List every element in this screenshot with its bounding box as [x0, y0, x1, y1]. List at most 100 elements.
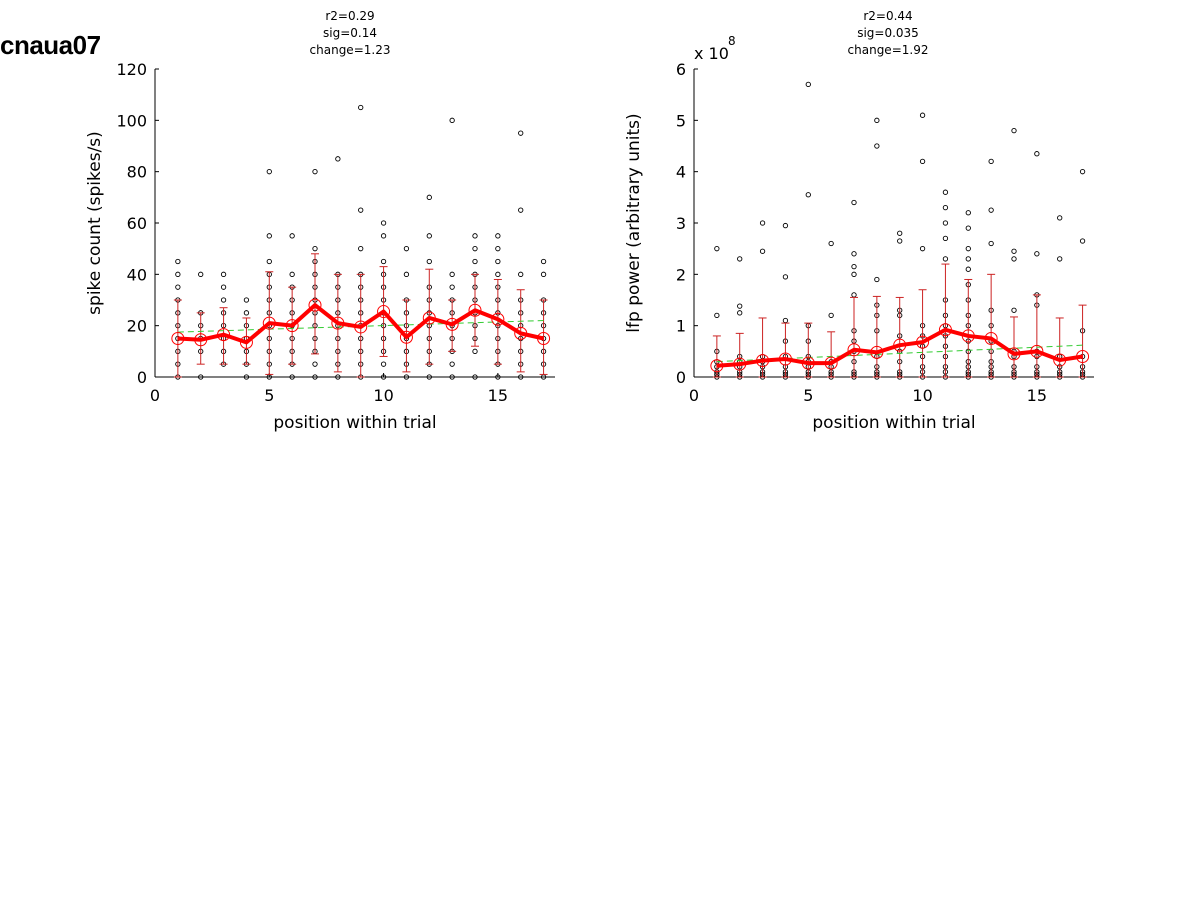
p0-data-point — [289, 374, 295, 380]
p0-y-tick-label: 80 — [127, 163, 147, 182]
p0-data-point — [243, 297, 250, 303]
p0-data-point — [312, 169, 318, 175]
p0-data-point — [495, 258, 501, 265]
p1-data-point — [1011, 127, 1017, 134]
p1-data-point — [942, 235, 949, 242]
p1-data-point — [828, 240, 834, 247]
p0-data-point — [380, 220, 387, 226]
p1-data-point — [942, 204, 949, 211]
p0-data-point — [243, 374, 250, 380]
p0-mean-marker — [354, 320, 368, 334]
p0-data-point — [426, 194, 432, 200]
p0-data-point — [380, 233, 387, 239]
p1-mean-marker — [733, 357, 747, 371]
p1-data-point — [897, 238, 903, 244]
p0-mean-marker — [331, 316, 345, 330]
p0-data-point — [449, 271, 455, 277]
p0-data-point — [198, 271, 204, 277]
p1-data-point — [965, 210, 971, 216]
p1-data-point — [1034, 151, 1040, 157]
chart-panel-spike-count: r2=0.29sig=0.14change=1.2302040608010012… — [85, 9, 555, 433]
p1-mean-marker — [893, 338, 907, 352]
p0-data-point — [495, 271, 501, 277]
p1-data-point — [965, 246, 971, 252]
p0-data-point — [518, 374, 524, 380]
p0-data-point — [403, 374, 410, 380]
p1-data-point — [874, 143, 880, 149]
p0-data-point — [335, 374, 341, 380]
p1-data-point — [782, 222, 789, 229]
p0-mean-marker — [491, 312, 505, 326]
p1-x-tick-label: 5 — [803, 386, 813, 405]
p0-mean-marker — [308, 298, 322, 312]
p0-data-point — [358, 246, 364, 252]
p1-y-tick-label: 4 — [676, 163, 686, 182]
p1-mean-marker — [847, 343, 861, 357]
p0-y-tick-label: 40 — [127, 265, 147, 284]
p1-mean-marker — [824, 356, 838, 370]
p0-y-tick-label: 100 — [116, 111, 147, 130]
p1-exponent-power: 8 — [728, 34, 736, 48]
p1-data-point — [919, 112, 926, 118]
p1-mean-marker — [756, 354, 770, 368]
p0-data-point — [198, 374, 204, 380]
p1-stats-line-0: r2=0.44 — [863, 9, 912, 23]
p0-data-point — [335, 156, 341, 162]
chart-panel-lfp-power: r2=0.44 sig=0.035 change=1.92 0 1 2 3 4 5 6 0 5 10 15… — [624, 9, 1094, 433]
p0-y-tick-label: 120 — [116, 60, 147, 79]
p0-mean-marker — [445, 317, 459, 331]
p1-x-tick-label: 15 — [1027, 386, 1047, 405]
p1-mean-marker — [870, 345, 884, 359]
p1-mean-marker — [1053, 353, 1067, 367]
p1-data-point — [988, 207, 994, 213]
p1-data-point — [942, 189, 949, 195]
p0-data-point — [472, 348, 478, 354]
p0-data-point — [495, 374, 501, 380]
p1-data-point — [988, 158, 994, 165]
p0-data-point — [540, 271, 547, 277]
p1-data-point — [828, 312, 834, 319]
p0-data-point — [472, 233, 478, 239]
p0-data-point — [449, 361, 455, 367]
p0-data-point — [266, 169, 272, 175]
p1-data-point — [714, 246, 720, 252]
p0-data-point — [220, 297, 227, 303]
p1-y-axis-label: lfp power (arbitrary units) — [624, 113, 644, 332]
p1-stats-line-2: change=1.92 — [848, 43, 929, 57]
p0-data-point — [289, 271, 295, 277]
p1-data-point — [805, 192, 811, 198]
p0-mean-marker — [171, 332, 185, 345]
p1-data-point — [919, 158, 926, 165]
p1-mean-marker — [1030, 344, 1044, 358]
p1-data-point — [851, 251, 857, 257]
p0-data-point — [266, 233, 272, 239]
p0-stats-line-2: change=1.23 — [310, 43, 391, 57]
p1-data-point — [965, 225, 971, 231]
p0-data-point — [358, 104, 364, 111]
p1-mean-marker — [1007, 347, 1021, 361]
p0-mean-marker — [514, 326, 528, 340]
p0-data-point — [449, 284, 455, 290]
p0-mean-marker — [377, 305, 391, 319]
p1-data-point — [737, 303, 743, 309]
p1-y-tick-label: 0 — [676, 368, 686, 387]
p1-data-point — [1034, 251, 1040, 257]
p0-data-point — [175, 258, 181, 265]
p1-data-point — [874, 276, 880, 283]
p1-data-point — [1057, 215, 1063, 221]
p0-mean-marker — [262, 316, 276, 330]
p0-data-point — [220, 271, 227, 277]
p1-mean-marker — [1076, 349, 1090, 363]
p0-data-point — [403, 271, 410, 277]
p1-data-point — [965, 266, 971, 272]
p0-data-point — [380, 258, 387, 265]
p1-data-point — [737, 310, 743, 316]
p1-x-tick-label: 0 — [689, 386, 699, 405]
p0-x-tick-label: 15 — [488, 386, 508, 405]
p1-data-point — [1079, 238, 1086, 244]
p0-data-point — [518, 207, 524, 213]
p0-mean-marker — [399, 330, 413, 344]
p1-mean-marker — [916, 335, 930, 349]
p1-mean-marker — [938, 323, 952, 337]
p1-data-point — [988, 240, 994, 247]
